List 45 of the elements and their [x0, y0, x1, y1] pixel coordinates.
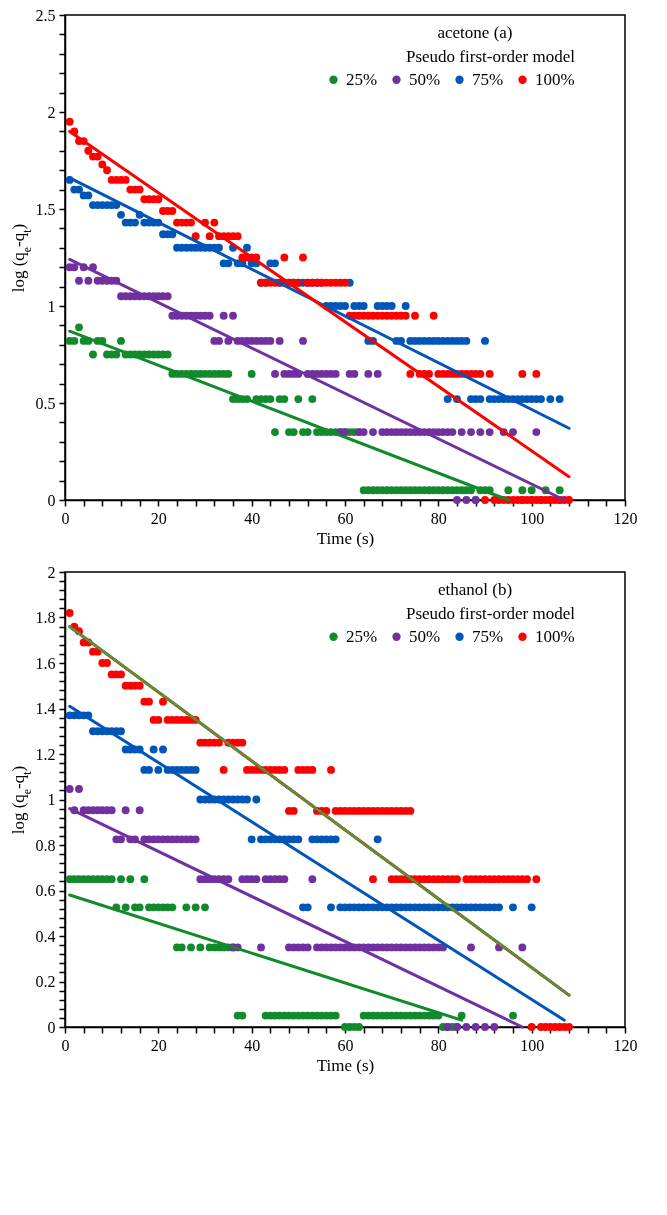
x-tick-label: 0 — [61, 509, 70, 527]
x-tick-label: 60 — [337, 1036, 354, 1054]
x-tick-label: 40 — [244, 1036, 261, 1054]
y-tick-label: 1.5 — [35, 200, 56, 218]
legend-label: 75% — [472, 69, 504, 89]
y-tick-label: 0.6 — [35, 882, 56, 899]
y-tick-label: 2 — [47, 103, 56, 121]
y-tick-label: 0.4 — [35, 927, 56, 945]
legend-title: Pseudo first-order model — [405, 604, 576, 623]
legend-label: 50% — [409, 69, 441, 89]
legend-label: 100% — [535, 626, 575, 646]
x-tick-label: 40 — [244, 509, 261, 527]
legend-label: 100% — [535, 69, 575, 89]
x-tick-label: 0 — [61, 1036, 70, 1054]
x-tick-label: 80 — [430, 1036, 447, 1054]
legend-label: 25% — [346, 69, 378, 89]
y-tick-label: 0 — [47, 1018, 56, 1036]
y-tick-label: 0.5 — [35, 394, 56, 412]
legend-title: Pseudo first-order model — [405, 47, 576, 66]
y-tick-label: 1.6 — [35, 654, 56, 672]
x-axis-title: Time (s) — [316, 1055, 375, 1075]
annotation: acetone (a) — [437, 23, 513, 42]
y-tick-label: 1.4 — [35, 700, 56, 717]
legend-label: 75% — [472, 626, 504, 646]
annotation: ethanol (b) — [437, 580, 513, 599]
x-tick-label: 100 — [520, 1036, 545, 1054]
y-tick-label: 1.2 — [35, 745, 56, 763]
y-tick-label: 2 — [47, 563, 56, 581]
x-tick-label: 60 — [337, 509, 354, 527]
legend-label: 25% — [346, 626, 378, 646]
y-tick-label: 0.2 — [35, 973, 56, 990]
y-tick-label: 0 — [47, 491, 56, 509]
y-tick-label: 0.8 — [35, 836, 56, 854]
y-tick-label: 1 — [47, 297, 56, 315]
y-tick-label: 1.8 — [35, 609, 56, 626]
x-tick-label: 120 — [613, 1036, 638, 1054]
x-tick-label: 80 — [430, 509, 447, 527]
x-axis-title: Time (s) — [316, 528, 375, 548]
legend-label: 50% — [409, 626, 441, 646]
x-tick-label: 120 — [613, 509, 638, 527]
x-tick-label: 20 — [150, 509, 167, 527]
x-tick-label: 100 — [520, 509, 545, 527]
y-tick-label: 1 — [47, 791, 56, 808]
y-tick-label: 2.5 — [35, 6, 56, 24]
x-tick-label: 20 — [150, 1036, 167, 1054]
